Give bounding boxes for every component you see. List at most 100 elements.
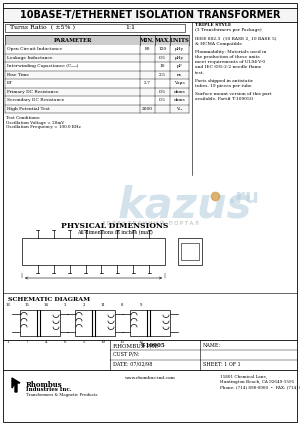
Bar bbox=[181, 243, 199, 260]
Text: 13: 13 bbox=[119, 340, 124, 344]
Bar bbox=[5, 71, 189, 79]
Bar bbox=[130, 310, 170, 336]
Text: 1: 1 bbox=[7, 340, 9, 344]
Text: 11: 11 bbox=[100, 303, 106, 307]
Text: 14: 14 bbox=[44, 303, 49, 307]
Text: kazus: kazus bbox=[118, 184, 252, 226]
Text: CUST P/N:: CUST P/N: bbox=[113, 352, 140, 357]
Text: IEEE 802.3  (10 BASE 2, 10 BASE 5): IEEE 802.3 (10 BASE 2, 10 BASE 5) bbox=[195, 37, 276, 40]
Text: available. Part# T-10905G: available. Part# T-10905G bbox=[195, 97, 253, 102]
Bar bbox=[5, 35, 189, 45]
Text: ohms: ohms bbox=[174, 98, 185, 102]
Text: Vxμs: Vxμs bbox=[174, 81, 185, 85]
Text: Secondary DC Resistance: Secondary DC Resistance bbox=[7, 98, 64, 102]
Text: meet requirements of UL94-V-0: meet requirements of UL94-V-0 bbox=[195, 60, 265, 64]
Text: 15: 15 bbox=[25, 303, 29, 307]
Text: NAME:: NAME: bbox=[203, 343, 221, 348]
Text: 9: 9 bbox=[140, 303, 142, 307]
Text: Primary DC Resistance: Primary DC Resistance bbox=[7, 90, 58, 94]
Bar bbox=[22, 238, 165, 265]
Text: 2000: 2000 bbox=[142, 107, 153, 111]
Text: 0.5: 0.5 bbox=[159, 56, 166, 60]
Bar bbox=[75, 310, 115, 336]
Text: test.: test. bbox=[195, 71, 205, 75]
Text: DATE: 07/02/98: DATE: 07/02/98 bbox=[113, 362, 152, 367]
Text: & HCMA Compatible: & HCMA Compatible bbox=[195, 42, 242, 45]
Bar bbox=[5, 88, 189, 96]
Text: pF: pF bbox=[177, 64, 182, 68]
Text: 6: 6 bbox=[64, 340, 66, 344]
Text: З Е Л Е К Т Р О Н Н Ы Й   П О Р Т А Л: З Е Л Е К Т Р О Н Н Ы Й П О Р Т А Л bbox=[102, 221, 198, 226]
Bar bbox=[5, 54, 189, 62]
Text: PHYSICAL DIMENSIONS: PHYSICAL DIMENSIONS bbox=[61, 222, 169, 230]
Text: 8: 8 bbox=[121, 303, 123, 307]
Polygon shape bbox=[12, 378, 20, 392]
Text: Rise Time: Rise Time bbox=[7, 73, 29, 77]
Text: 12: 12 bbox=[139, 340, 143, 344]
Text: High Potential Test: High Potential Test bbox=[7, 107, 50, 111]
Bar bbox=[20, 310, 60, 336]
Text: Surface mount version of this part: Surface mount version of this part bbox=[195, 92, 272, 96]
Text: RHOMBUS P/N:: RHOMBUS P/N: bbox=[113, 343, 158, 348]
Text: Leakage Inductance: Leakage Inductance bbox=[7, 56, 52, 60]
Text: the production of these units: the production of these units bbox=[195, 55, 260, 59]
Text: Rhombus: Rhombus bbox=[26, 381, 63, 389]
Text: 1:1: 1:1 bbox=[125, 25, 135, 30]
Bar bbox=[5, 96, 189, 105]
Text: μHy: μHy bbox=[175, 56, 184, 60]
Text: 7: 7 bbox=[26, 340, 28, 344]
Bar bbox=[5, 24, 185, 32]
Bar bbox=[5, 62, 189, 71]
Text: TRIPLE STYLE: TRIPLE STYLE bbox=[195, 23, 231, 27]
Text: Flammability: Materials used in: Flammability: Materials used in bbox=[195, 50, 266, 54]
Text: Vᵣᵢᵢ: Vᵣᵢᵢ bbox=[176, 107, 183, 111]
Text: 5: 5 bbox=[83, 340, 85, 344]
Text: Industries Inc.: Industries Inc. bbox=[26, 387, 72, 392]
Bar bbox=[5, 45, 189, 54]
Text: MAX.: MAX. bbox=[154, 37, 170, 42]
Text: Parts shipped in antistatic: Parts shipped in antistatic bbox=[195, 79, 253, 83]
Bar bbox=[5, 79, 189, 88]
Text: 10BASE-T/ETHERNET ISOLATION TRANSFORMER: 10BASE-T/ETHERNET ISOLATION TRANSFORMER bbox=[20, 10, 280, 20]
Text: 120: 120 bbox=[158, 47, 166, 51]
Text: SCHEMATIC DIAGRAM: SCHEMATIC DIAGRAM bbox=[8, 297, 90, 302]
Text: Turns Ratio  ( ±5% ): Turns Ratio ( ±5% ) bbox=[10, 25, 75, 30]
Text: Interwinding Capacitance (Cᵤᵤᵤ): Interwinding Capacitance (Cᵤᵤᵤ) bbox=[7, 64, 78, 68]
Text: 0.5: 0.5 bbox=[159, 90, 166, 94]
Text: T-10905: T-10905 bbox=[141, 343, 166, 348]
Text: www.rhombus-ind.com: www.rhombus-ind.com bbox=[124, 376, 176, 380]
Text: 4: 4 bbox=[45, 340, 47, 344]
Bar bbox=[5, 35, 189, 45]
Text: 3: 3 bbox=[64, 303, 66, 307]
Text: Open Circuit Inductance: Open Circuit Inductance bbox=[7, 47, 62, 51]
Text: .ru: .ru bbox=[228, 187, 259, 207]
Text: PARAMETER: PARAMETER bbox=[53, 37, 92, 42]
Text: Oscillation Frequency = 100.0 KHz: Oscillation Frequency = 100.0 KHz bbox=[6, 125, 81, 129]
Text: tubes. 19 pieces per tube: tubes. 19 pieces per tube bbox=[195, 84, 251, 88]
Text: 2.5: 2.5 bbox=[159, 73, 166, 77]
Text: Oscillation Voltage = 20mV: Oscillation Voltage = 20mV bbox=[6, 121, 64, 125]
Text: 2.7: 2.7 bbox=[144, 81, 151, 85]
Text: 2: 2 bbox=[83, 303, 85, 307]
Text: 10: 10 bbox=[160, 64, 165, 68]
Text: Transformers & Magnetic Products: Transformers & Magnetic Products bbox=[26, 393, 98, 397]
Text: MIN.: MIN. bbox=[140, 37, 155, 42]
Text: 15801 Chemical Lane,
Huntington Beach, CA 92649-1595
Phone: (714) 898-0900  •  F: 15801 Chemical Lane, Huntington Beach, C… bbox=[220, 374, 300, 389]
Text: ns: ns bbox=[177, 73, 182, 77]
Text: (3 Transformers per Package): (3 Transformers per Package) bbox=[195, 28, 262, 32]
Text: SHEET: 1 OF 1: SHEET: 1 OF 1 bbox=[203, 362, 241, 367]
Text: ohms: ohms bbox=[174, 90, 185, 94]
Bar bbox=[178, 238, 202, 265]
Text: μHy: μHy bbox=[175, 47, 184, 51]
Bar bbox=[3, 8, 297, 22]
Bar bbox=[5, 105, 189, 113]
Text: ET: ET bbox=[7, 81, 13, 85]
Text: 0.5: 0.5 bbox=[159, 98, 166, 102]
Text: UNITS: UNITS bbox=[169, 37, 189, 42]
Text: All dimensions in inches (max): All dimensions in inches (max) bbox=[77, 230, 153, 235]
Text: 80: 80 bbox=[145, 47, 150, 51]
Text: 10: 10 bbox=[100, 340, 106, 344]
Text: Test Conditions:: Test Conditions: bbox=[6, 116, 40, 120]
Text: and IEC 695-2-2 needle flame: and IEC 695-2-2 needle flame bbox=[195, 65, 261, 69]
Text: 16: 16 bbox=[5, 303, 10, 307]
